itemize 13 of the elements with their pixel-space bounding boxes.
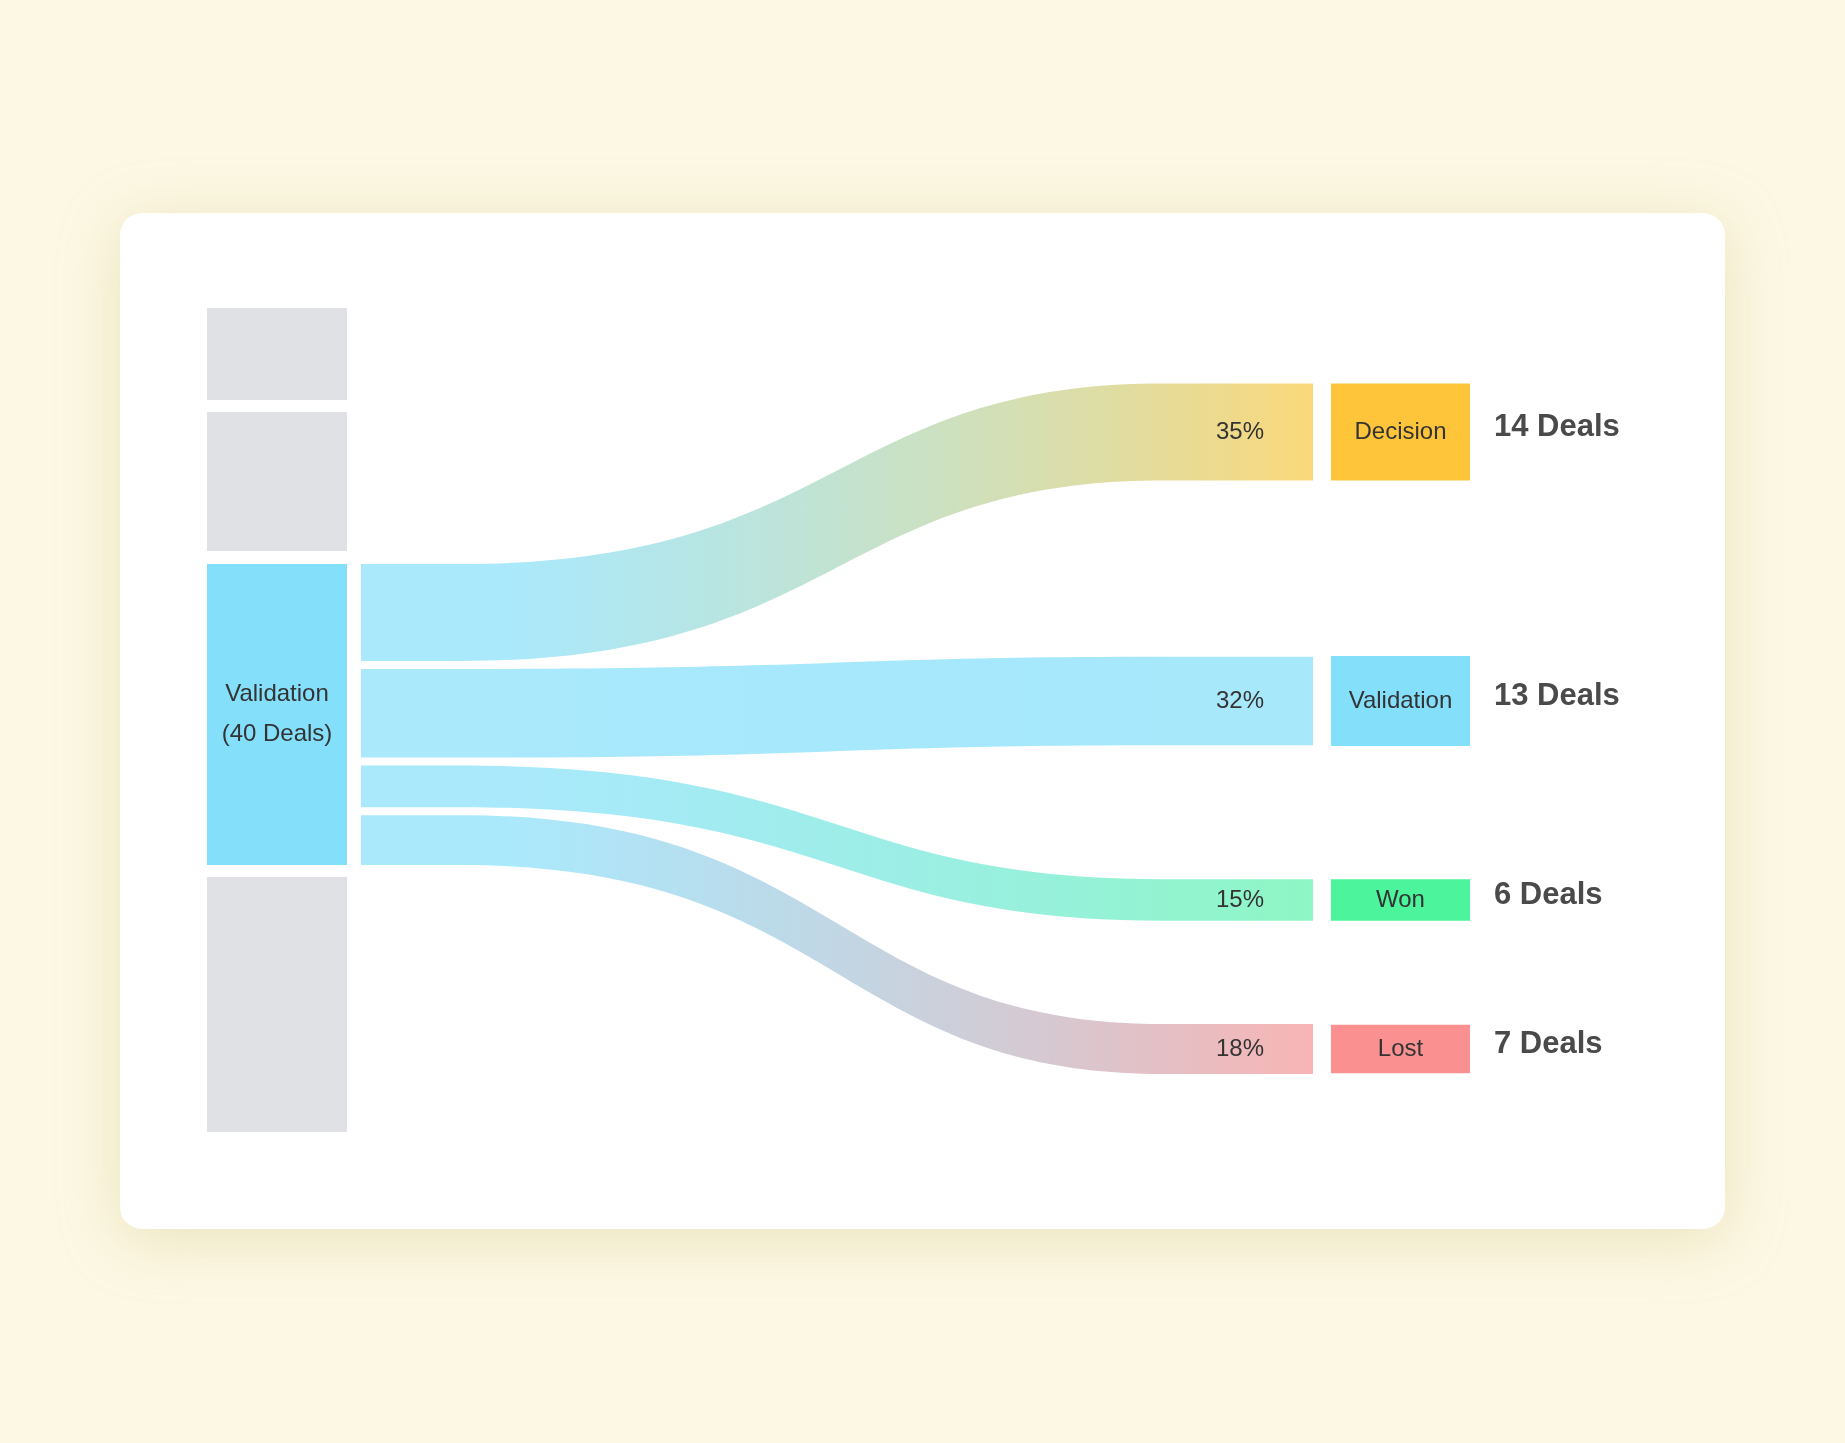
- text: Validation (40 Deals): [221, 679, 333, 747]
- data-label: 18%: [1215, 1033, 1265, 1061]
- data-label: 14 Deals: [1494, 407, 1620, 443]
- data-label: 6 Deals: [1494, 875, 1603, 911]
- data-label: 15%: [1215, 884, 1265, 912]
- category-label: Decision: [1354, 416, 1447, 444]
- category-label: Validation: [1348, 685, 1453, 713]
- category-label: Won: [1376, 884, 1425, 912]
- category-label: Lost: [1377, 1033, 1424, 1061]
- data-label: 32%: [1215, 685, 1265, 713]
- data-label: 13 Deals: [1494, 676, 1620, 712]
- data-label: 7 Deals: [1494, 1024, 1603, 1060]
- data-label: 35%: [1215, 416, 1265, 444]
